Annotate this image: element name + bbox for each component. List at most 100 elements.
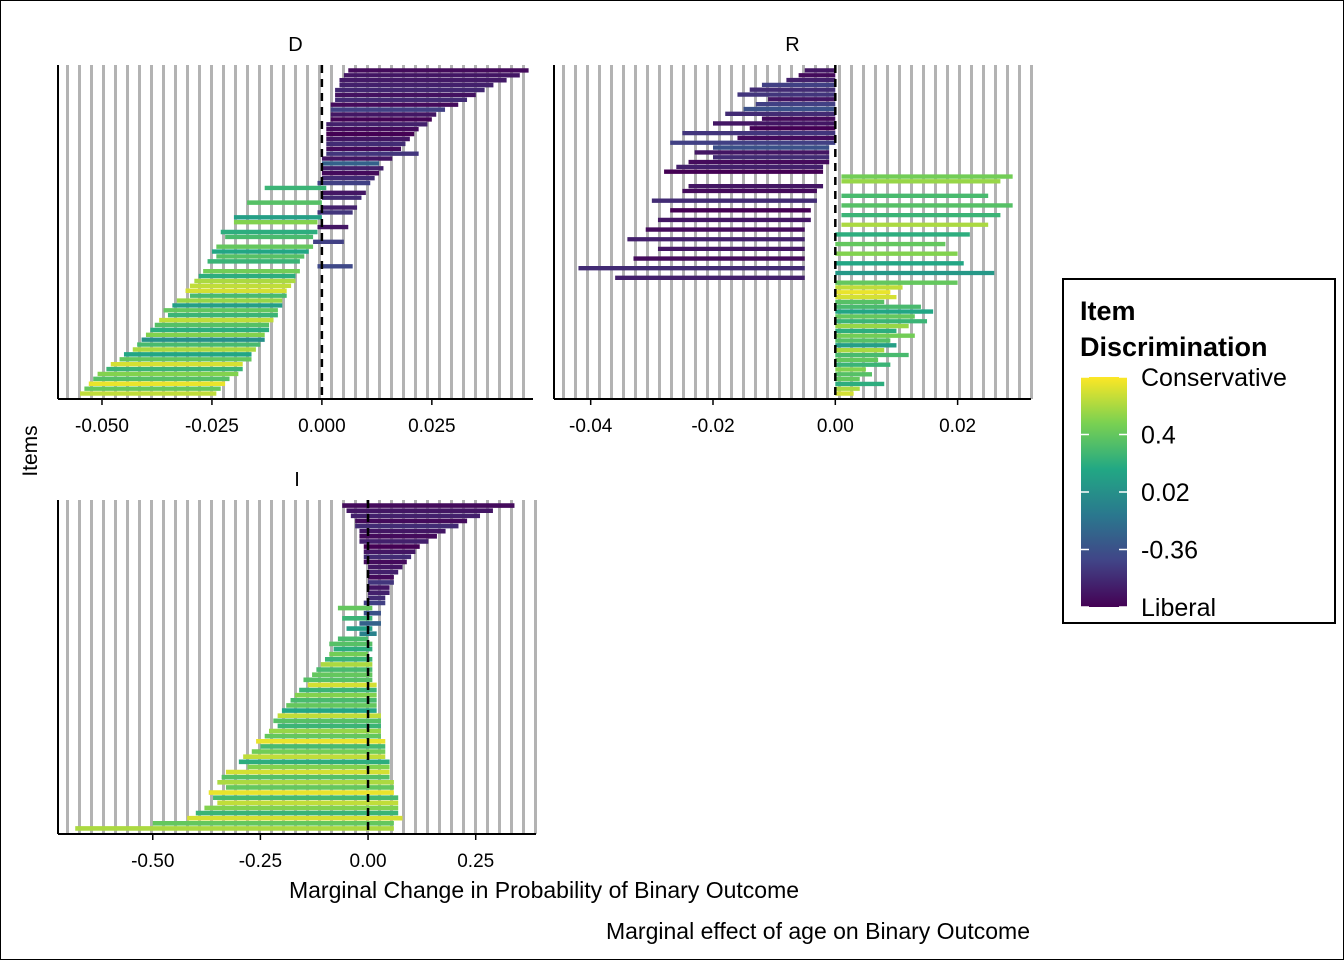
grid-stripe	[270, 500, 273, 834]
grid-stripe	[366, 500, 369, 834]
grid-stripe	[718, 65, 721, 399]
grid-stripe	[354, 500, 357, 834]
grid-stripe	[66, 65, 69, 399]
grid-stripe	[766, 65, 769, 399]
panel-i: I -0.50 -0.25 0.00 0.25	[57, 469, 537, 872]
grid-stripe	[970, 65, 973, 399]
grid-stripe	[210, 65, 213, 399]
grid-stripe	[874, 65, 877, 399]
item-estimate	[241, 284, 245, 288]
item-estimate	[858, 295, 862, 299]
item-estimate	[324, 240, 328, 244]
item-estimate	[271, 230, 276, 234]
item-estimate	[362, 626, 366, 631]
item-estimate	[179, 367, 183, 371]
item-estimate	[395, 88, 399, 92]
grid-stripe	[922, 65, 925, 399]
x-tick-label: -0.04	[569, 416, 613, 437]
grid-stripe	[486, 65, 489, 399]
item-estimate	[864, 242, 868, 246]
item-estimate	[192, 352, 196, 356]
grid-stripe	[354, 65, 357, 399]
panel-d: D -0.050 -0.025 0.000 0.025	[57, 34, 533, 437]
grid-stripe	[610, 65, 613, 399]
item-estimate	[344, 667, 349, 672]
item-estimate	[379, 565, 383, 569]
item-estimate	[297, 780, 301, 784]
grid-stripe	[474, 65, 477, 399]
item-estimate	[418, 503, 422, 508]
x-tick-label: -0.02	[691, 416, 734, 437]
item-estimate	[870, 213, 874, 217]
grid-stripe	[438, 500, 441, 834]
item-estimate	[803, 97, 807, 101]
item-estimate	[333, 205, 337, 210]
item-estimate	[236, 294, 240, 298]
grid-stripe	[802, 65, 805, 399]
item-estimate	[870, 223, 874, 227]
item-estimate	[258, 249, 262, 254]
item-estimate	[852, 324, 856, 328]
legend-title-line-2: Discrimination	[1080, 332, 1268, 362]
item-estimate	[882, 179, 886, 183]
item-estimate	[329, 225, 333, 229]
item-estimate	[219, 318, 223, 322]
panel-strip-label: I	[294, 469, 300, 491]
item-estimate	[815, 78, 819, 82]
item-estimate	[333, 196, 337, 200]
item-estimate	[864, 261, 868, 265]
item-estimate	[332, 703, 336, 708]
grid-stripe	[126, 500, 129, 834]
item-estimate	[839, 377, 844, 381]
item-estimate	[766, 150, 770, 155]
item-estimate	[364, 122, 368, 126]
item-estimate	[227, 308, 232, 312]
x-tick-label: 0.025	[408, 416, 456, 437]
item-estimate	[362, 616, 366, 620]
item-estimate	[310, 755, 314, 759]
grid-stripe	[402, 65, 405, 399]
legend-title-line-1: Item	[1080, 296, 1136, 326]
item-estimate	[166, 377, 170, 381]
item-estimate	[359, 132, 364, 136]
item-estimate	[301, 770, 306, 774]
item-estimate	[342, 176, 346, 180]
item-estimate	[417, 68, 421, 73]
grid-stripe	[186, 65, 189, 399]
grid-stripe	[498, 500, 501, 834]
item-estimate	[324, 264, 328, 268]
item-estimate	[784, 121, 788, 126]
grid-stripe	[426, 500, 429, 834]
item-estimate	[227, 303, 232, 308]
item-estimate	[845, 358, 850, 362]
item-estimate	[845, 363, 850, 367]
item-estimate	[772, 141, 776, 145]
item-estimate	[245, 274, 249, 278]
grid-stripe	[234, 500, 237, 834]
grid-stripe	[90, 500, 93, 834]
grid-stripe	[366, 65, 369, 399]
item-estimate	[717, 266, 721, 270]
item-estimate	[327, 714, 331, 718]
grid-stripe	[390, 500, 393, 834]
item-estimate	[399, 83, 403, 87]
item-estimate	[319, 734, 323, 738]
item-estimate	[876, 203, 880, 208]
item-estimate	[349, 657, 353, 661]
grid-stripe	[186, 500, 189, 834]
legend-label: Liberal	[1141, 594, 1216, 622]
item-estimate	[201, 342, 205, 347]
item-estimate	[778, 136, 782, 140]
grid-stripe	[198, 500, 201, 834]
item-estimate	[735, 237, 740, 241]
grid-stripe	[342, 500, 345, 834]
item-estimate	[858, 281, 862, 285]
item-estimate	[249, 269, 254, 273]
item-estimate	[809, 83, 813, 87]
item-estimate	[327, 708, 331, 713]
item-estimate	[387, 539, 392, 544]
item-estimate	[357, 606, 362, 610]
item-estimate	[280, 816, 284, 820]
grid-stripe	[114, 65, 117, 399]
